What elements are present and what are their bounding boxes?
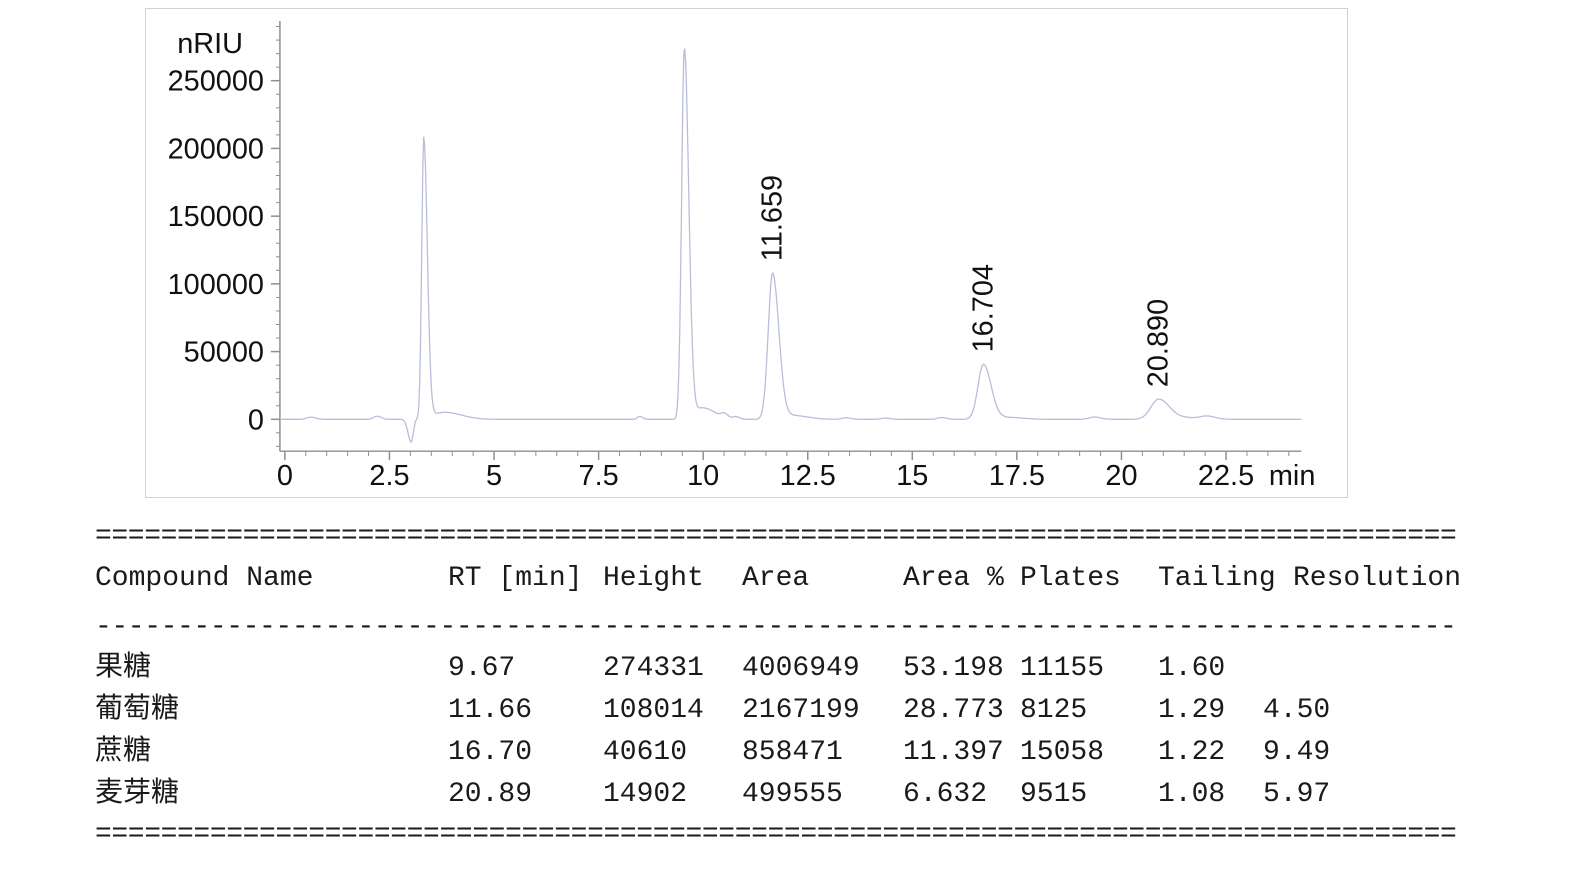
cell-area-pct: 11.397 [903,737,1004,768]
cell-area-pct: 53.198 [903,653,1004,684]
x-tick-label: 12.5 [780,460,836,492]
x-tick-label: 5 [486,460,502,492]
cell-name: 果糖 [95,653,152,684]
cell-rt: 11.66 [448,695,533,726]
cell-area-pct: 28.773 [903,695,1004,726]
cell-tailing: 1.60 [1158,653,1226,684]
col-header-height: Height [603,563,704,594]
cell-rt: 20.89 [448,779,533,810]
chromatogram-panel: 0 2.5 5 7.5 10 12.5 15 17.5 20 22.5 0 50000 100000 15… [145,8,1348,498]
cell-name: 蔗糖 [95,737,152,768]
table-row: 麦芽糖 20.89 14902 499555 6.632 9515 1.08 5.97 [95,774,1493,816]
chromatogram-chart: 0 2.5 5 7.5 10 12.5 15 17.5 20 22.5 0 50000 100000 15… [168,20,1316,492]
cell-tailing: 1.22 [1158,737,1226,768]
x-tick-label: 10 [687,460,719,492]
cell-name: 麦芽糖 [95,779,180,810]
table-row: 果糖 9.67 274331 4006949 53.198 11155 1.60 [95,648,1493,690]
peak-label: 20.890 [1143,299,1175,387]
report-rule-dash: ----------------------------------------… [95,612,1457,643]
cell-height: 40610 [603,737,688,768]
results-report: ========================================… [95,524,1493,848]
cell-resolution: 4.50 [1263,695,1331,726]
col-header-compound-name: Compound Name [95,563,314,594]
cell-area: 2167199 [742,695,860,726]
cell-plates: 15058 [1020,737,1105,768]
x-tick-label: 22.5 [1198,460,1254,492]
cell-resolution: 9.49 [1263,737,1331,768]
cell-area: 499555 [742,779,843,810]
cell-height: 108014 [603,695,704,726]
cell-tailing: 1.29 [1158,695,1226,726]
report-rule-top: ========================================… [95,524,1457,550]
x-tick-label: 0 [277,460,293,492]
chromatogram-trace [279,48,1302,443]
x-tick-label: 2.5 [369,460,409,492]
table-header-row: Compound Name RT [min] Height Area Area … [95,550,1493,608]
col-header-area: Area [742,563,810,594]
y-tick-label: 50000 [184,337,264,369]
y-axis-title: nRIU [177,28,243,60]
cell-height: 14902 [603,779,688,810]
results-table: Compound Name RT [min] Height Area Area … [95,550,1493,816]
peak-label: 16.704 [967,264,999,352]
cell-tailing: 1.08 [1158,779,1226,810]
cell-plates: 9515 [1020,779,1088,810]
x-tick-label: 17.5 [989,460,1045,492]
report-rule-bottom: ========================================… [95,822,1457,848]
cell-height: 274331 [603,653,704,684]
cell-resolution [1293,648,1493,690]
header-separator-row: ----------------------------------------… [95,608,1493,648]
cell-area: 858471 [742,737,843,768]
table-row: 葡萄糖 11.66 108014 2167199 28.773 8125 1.29 4.50 [95,690,1493,732]
x-axis-unit-label: min [1269,460,1316,492]
col-header-tailing: Tailing [1158,563,1276,594]
cell-resolution: 5.97 [1263,779,1331,810]
y-tick-label: 100000 [168,269,264,301]
y-tick-label: 150000 [168,201,264,233]
x-tick-label: 20 [1105,460,1137,492]
y-tick-label: 0 [248,404,264,436]
x-tick-label: 15 [896,460,928,492]
col-header-area-pct: Area % [903,563,1004,594]
cell-name: 葡萄糖 [95,695,180,726]
y-tick-label: 200000 [168,133,264,165]
peak-label: 11.659 [757,175,789,261]
x-tick-label: 7.5 [579,460,619,492]
table-row: 蔗糖 16.70 40610 858471 11.397 15058 1.22 9.49 [95,732,1493,774]
cell-area-pct: 6.632 [903,779,988,810]
col-header-resolution: Resolution [1293,563,1462,594]
cell-rt: 16.70 [448,737,533,768]
col-header-rt: RT [min] [448,563,583,594]
cell-area: 4006949 [742,653,860,684]
cell-rt: 9.67 [448,653,516,684]
cell-plates: 8125 [1020,695,1088,726]
y-tick-label: 250000 [168,66,264,98]
cell-plates: 11155 [1020,653,1105,684]
col-header-plates: Plates [1020,563,1121,594]
